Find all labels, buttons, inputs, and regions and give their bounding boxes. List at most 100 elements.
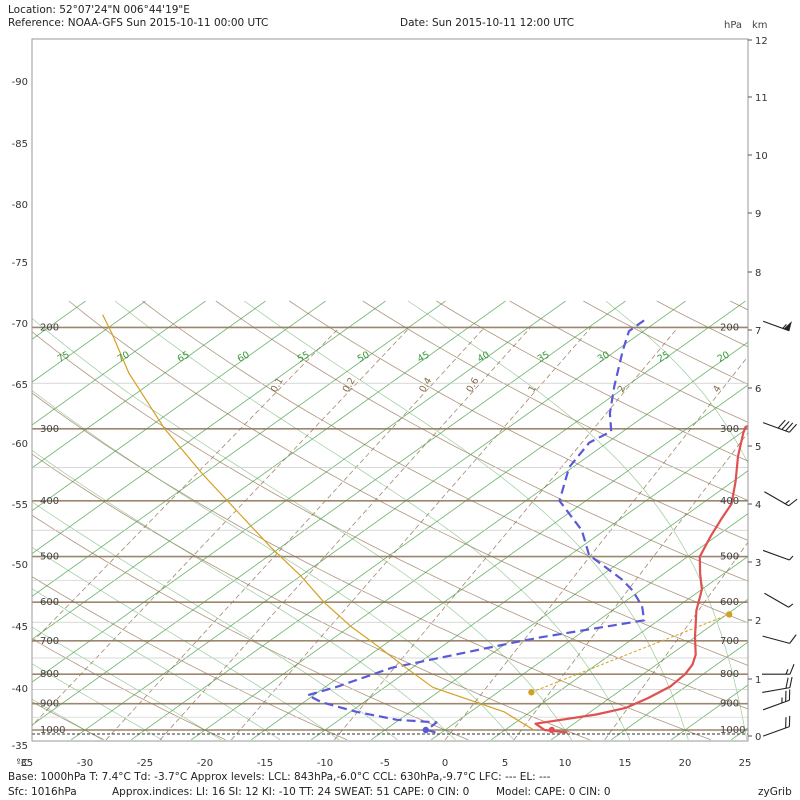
footer-model: Model: CAPE: 0 CIN: 0 (496, 786, 611, 798)
left-temp-tick: -35 (12, 741, 28, 752)
km-tick-label: 1 (755, 675, 761, 686)
pressure-label-left: 700 (40, 636, 59, 647)
isotherm-label: 35 (536, 349, 552, 365)
level-marker-point (548, 726, 555, 734)
x-tick-label: -15 (257, 758, 273, 769)
dry-adiabat-line (436, 300, 748, 462)
pressure-label-right: 600 (720, 597, 739, 608)
x-tick-label: 20 (679, 758, 692, 769)
km-tick-label: 10 (755, 151, 768, 162)
isotherm-label: 30 (596, 349, 612, 365)
dry-adiabat-line (32, 638, 226, 741)
pressure-label-right: 300 (720, 424, 739, 435)
pressure-label-left: 900 (40, 699, 59, 710)
moist-adiabat-line (244, 300, 689, 740)
dry-adiabat-line (32, 453, 590, 741)
isotherm-line (131, 300, 746, 741)
isotherm-line (791, 301, 800, 740)
mixing-ratio-line (513, 432, 748, 741)
isotherm-line (191, 341, 748, 741)
mixing-ratio-line (105, 327, 485, 741)
level-marker-point (422, 726, 429, 734)
dry-adiabat-line (32, 331, 748, 710)
x-tick-label: -35 (17, 758, 33, 769)
x-tick-label: -25 (137, 758, 153, 769)
km-tick-label: 2 (755, 616, 761, 627)
pressure-label-left: 300 (40, 424, 59, 435)
dry-adiabat-line (32, 392, 712, 741)
moist-adiabat-line (32, 546, 340, 741)
left-temp-tick: -60 (12, 439, 28, 450)
isotherm-label: 20 (716, 349, 732, 365)
x-tick-label: 25 (739, 758, 752, 769)
mixing-ratio-label: 0.2 (341, 376, 358, 395)
left-temp-tick: -55 (12, 500, 28, 511)
mixing-ratio-label: 2 (616, 384, 629, 395)
mixing-ratio-label: 1 (527, 384, 540, 395)
km-tick-label: 8 (755, 268, 761, 279)
km-tick-label: 11 (755, 93, 768, 104)
moist-adiabat-line (32, 317, 572, 740)
isotherm-line (32, 300, 626, 726)
moist-adiabat-line (32, 663, 163, 741)
pressure-label-right: 900 (720, 699, 739, 710)
wind-barb (762, 715, 791, 737)
isotherm-label: 50 (356, 349, 372, 365)
footer-surface: Sfc: 1016hPa (8, 786, 77, 798)
x-tick-label: 10 (559, 758, 572, 769)
pressure-label-right: 500 (720, 552, 739, 563)
dry-adiabat-line (32, 701, 105, 741)
pressure-label-right: 400 (720, 496, 739, 507)
isotherm-line (371, 470, 748, 741)
dry-adiabat-line (32, 514, 469, 741)
isotherm-label: 45 (416, 349, 432, 365)
plot-frame (31, 38, 749, 742)
footer-brand: zyGrib (758, 786, 792, 798)
x-unit-label: °C (16, 758, 28, 769)
parcel-series-line (102, 314, 535, 731)
isotherm-label: 65 (176, 349, 192, 365)
x-tick-label: -5 (380, 758, 390, 769)
location-text: Location: 52°07'24"N 006°44'19"E (8, 4, 190, 16)
left-temp-tick: -45 (12, 622, 28, 633)
level-marker-point (726, 611, 733, 618)
km-tick-label: 0 (755, 732, 761, 743)
km-tick-label: 3 (755, 558, 761, 569)
x-tick-label: 15 (619, 758, 632, 769)
km-unit-label: km (752, 20, 768, 31)
km-tick-label: 9 (755, 209, 761, 220)
isotherm-line (0, 301, 26, 740)
isotherm-label: 70 (116, 349, 132, 365)
wind-barb (762, 320, 792, 332)
pressure-label-left: 1000 (40, 725, 65, 736)
moist-adiabat-line (32, 626, 222, 741)
km-tick-label: 12 (755, 36, 768, 47)
x-tick-label: 5 (502, 758, 508, 769)
plot-area (0, 300, 800, 741)
left-temp-tick: -75 (12, 258, 28, 269)
level-marker-point (528, 689, 535, 696)
left-temp-tick: -85 (12, 139, 28, 150)
pressure-label-left: 800 (40, 669, 59, 680)
wind-barb (762, 549, 794, 561)
wind-barb (762, 676, 793, 694)
left-temp-tick: -65 (12, 380, 28, 391)
mixing-ratio-label: 0.6 (464, 376, 481, 395)
wind-barb (762, 663, 795, 675)
dry-adiabat-line (289, 300, 748, 541)
km-tick-label: 7 (755, 326, 761, 337)
isotherm-line (32, 300, 506, 640)
moist-adiabat-line (32, 698, 103, 741)
pressure-label-left: 400 (40, 496, 59, 507)
left-temp-tick: -90 (12, 77, 28, 88)
isotherm-line (32, 300, 446, 597)
isotherm-line (311, 427, 748, 741)
left-temp-tick: -70 (12, 319, 28, 330)
isotherm-line (611, 641, 748, 741)
isotherm-line (32, 300, 386, 555)
isotherm-line (491, 555, 748, 741)
pressure-label-right: 800 (720, 669, 739, 680)
left-temp-tick: -80 (12, 200, 28, 211)
wind-barb (762, 689, 791, 711)
isotherm-label: 25 (656, 349, 672, 365)
